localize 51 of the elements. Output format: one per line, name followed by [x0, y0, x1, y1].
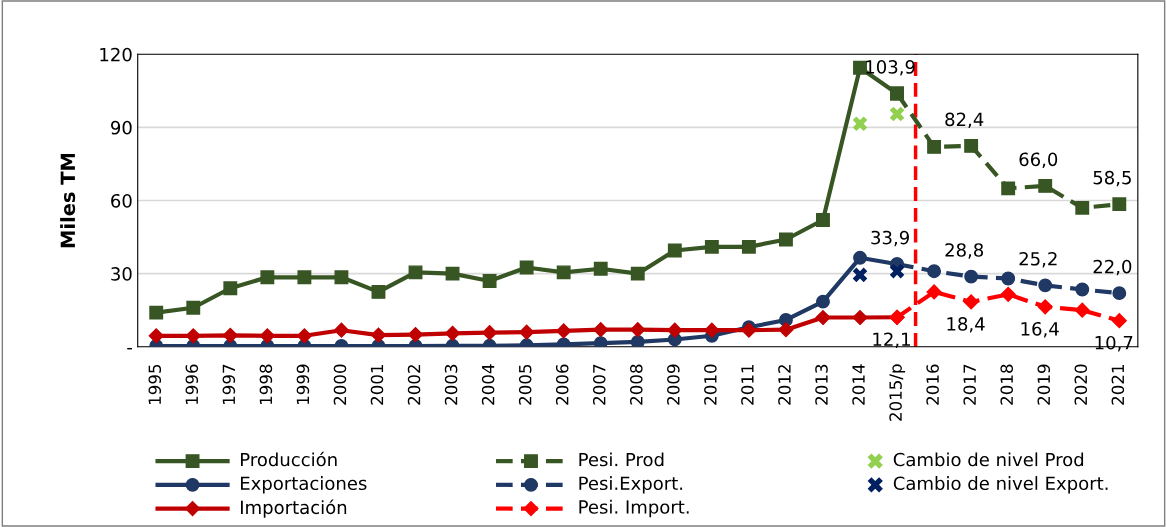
x-tick-label: 2013 — [815, 364, 828, 405]
x-tick-label: 2017 — [963, 364, 976, 405]
x-tick-label: 2009 — [667, 364, 680, 405]
x-tick-label: 1997 — [222, 364, 236, 405]
x-tick-label: 2016 — [926, 364, 939, 405]
legend-label: Pesi. Import. — [579, 499, 689, 518]
x-tick-label: 2019 — [1037, 364, 1051, 405]
x-tick-label: 2018 — [1000, 364, 1014, 405]
x-tick-label: 2012 — [778, 365, 791, 405]
x-tick-label: 2001 — [370, 364, 384, 405]
y-tick-label: - — [127, 347, 132, 350]
x-tick-label: 2000 — [333, 364, 347, 405]
y-tick-label: 90 — [111, 120, 132, 135]
y-tick-label: 60 — [111, 193, 132, 208]
x-tick-label: 2007 — [592, 364, 606, 405]
x-tick-label: 2004 — [481, 364, 495, 405]
legend-label: Producción — [241, 451, 337, 467]
x-tick-label: 2008 — [629, 364, 643, 405]
x-tick-label: 1996 — [185, 364, 199, 405]
legend-label: Pesi. Prod — [579, 452, 664, 467]
x-tick-label: 1998 — [259, 364, 273, 405]
data-label: 16,4 — [1021, 321, 1059, 338]
x-tick-label: 2005 — [518, 364, 532, 405]
data-label: 82,4 — [945, 112, 984, 129]
legend-label: Exportaciones — [241, 476, 367, 494]
x-tick-label: 2010 — [704, 364, 717, 405]
data-label: 28,8 — [945, 243, 984, 259]
data-label: 25,2 — [1019, 251, 1057, 268]
data-label: 18,4 — [947, 317, 985, 333]
x-tick-label: 2020 — [1074, 364, 1088, 405]
data-label: 33,9 — [871, 230, 909, 247]
y-axis-title: Miles TM — [60, 153, 76, 248]
y-tick-label: 30 — [111, 267, 132, 281]
data-label: 12,1 — [873, 332, 910, 348]
data-label: 66,0 — [1019, 152, 1058, 168]
x-tick-label: 1999 — [296, 364, 310, 405]
legend-label: Pesi.Export. — [579, 476, 683, 494]
x-tick-label: 2014 — [852, 364, 865, 405]
x-tick-label: 2002 — [407, 365, 421, 405]
x-tick-label: 2003 — [444, 364, 458, 405]
legend-label: Importación — [241, 499, 347, 518]
legend-label: Cambio de nivel Prod — [893, 452, 1084, 467]
x-tick-label: 1995 — [148, 364, 162, 405]
x-tick-label: 2011 — [741, 364, 754, 405]
x-tick-label: 2021 — [1111, 364, 1125, 405]
data-label: 58,5 — [1093, 170, 1131, 187]
x-tick-label: 2006 — [555, 364, 569, 405]
x-tick-label: 2015/p — [889, 364, 906, 421]
y-tick-label: 120 — [100, 47, 132, 62]
data-label: 22,0 — [1093, 259, 1132, 276]
legend-label: Cambio de nivel Export. — [893, 476, 1108, 494]
